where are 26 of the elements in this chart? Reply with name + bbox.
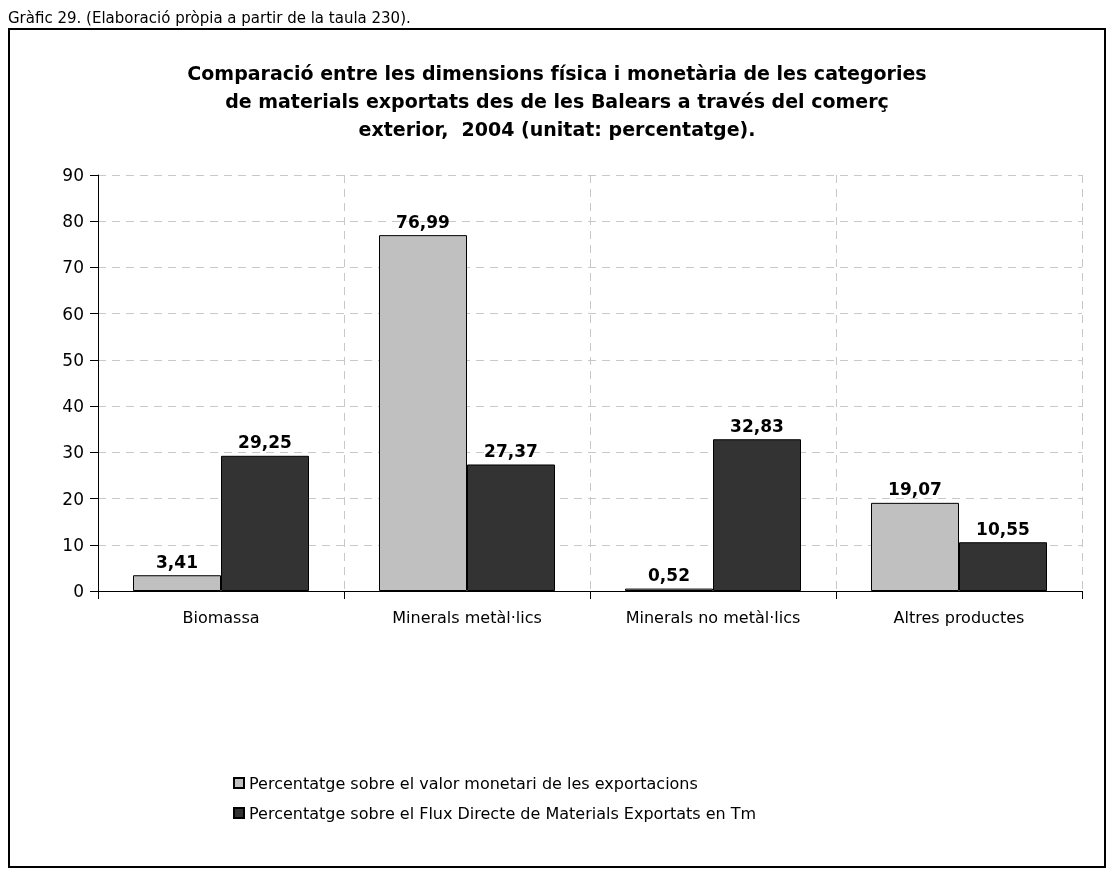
x-tick-label: Minerals metàl·lics (392, 607, 542, 627)
y-tick-label: 10 (62, 534, 84, 555)
data-label: 76,99 (396, 211, 450, 232)
y-tick-label: 50 (62, 349, 84, 370)
y-tick-label: 90 (62, 165, 84, 185)
x-tick-label: Altres productes (893, 607, 1025, 627)
legend-label: Percentatge sobre el valor monetari de les exportacions (249, 773, 698, 793)
y-tick-label: 60 (62, 303, 84, 324)
data-label: 19,07 (888, 479, 942, 500)
y-tick-label: 40 (62, 396, 84, 417)
data-label: 27,37 (484, 440, 538, 461)
x-tick-label: Minerals no metàl·lics (625, 607, 801, 627)
data-label: 32,83 (730, 415, 784, 436)
x-tick-label: Biomassa (182, 607, 260, 627)
data-label: 3,41 (156, 551, 198, 572)
y-tick-label: 0 (73, 581, 84, 601)
y-tick-label: 20 (62, 488, 84, 509)
chart-title: Comparació entre les dimensions física i monetària de les categories de materials exportats des de les Balears a través del comerç exterior, 2004 (unitat: percentatge). (187, 62, 927, 140)
data-label: 0,52 (648, 565, 690, 586)
y-tick-label: 30 (62, 442, 84, 463)
y-tick-label: 80 (62, 211, 84, 232)
data-label: 29,25 (238, 432, 292, 453)
text: Gràfic 29. (Elaboració pròpia a partir de la taula 230). (8, 8, 412, 28)
y-tick-label: 70 (62, 257, 84, 278)
legend-label: Percentatge sobre el Flux Directe de Materials Exportats en Tm (249, 803, 757, 823)
data-label: 10,55 (976, 518, 1030, 539)
